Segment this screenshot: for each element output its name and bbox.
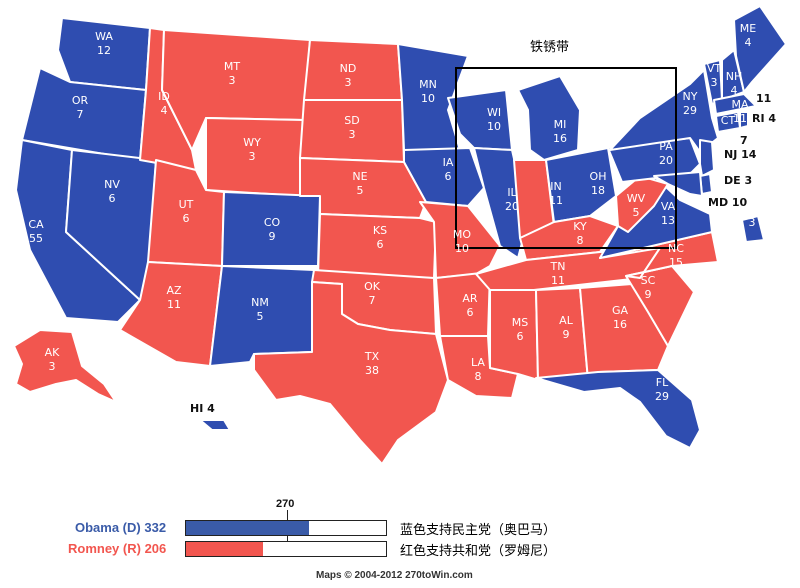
label-UT: UT 6: [179, 198, 194, 225]
state-RI[interactable]: [739, 111, 749, 129]
romney-count: 206: [144, 541, 167, 556]
label-CO: CO 9: [264, 216, 281, 243]
label-AL: AL 9: [559, 314, 574, 341]
label-MI: MI 16: [553, 118, 567, 145]
label-NH: NH 4: [726, 70, 743, 97]
label-AR: AR 6: [462, 292, 478, 319]
label-IA: IA 6: [443, 156, 454, 183]
label-AK: AK 3: [45, 346, 61, 373]
label-IL: IL 20: [505, 186, 519, 213]
label-KS: KS 6: [373, 224, 387, 251]
label-TN: TN 11: [550, 260, 566, 287]
label-NY: NY 29: [683, 90, 698, 117]
label-WI: WI 10: [487, 106, 501, 133]
label-OH: OH 18: [590, 170, 607, 197]
state-LA[interactable]: [439, 335, 519, 399]
obama-bar: [185, 520, 387, 536]
label-NE: NE 5: [352, 170, 367, 197]
state-NY[interactable]: [609, 69, 719, 153]
label-CT: CT 7: [721, 114, 736, 141]
obama-bar-fill: [186, 521, 310, 535]
state-HI[interactable]: [199, 419, 231, 431]
label-OR: OR 7: [72, 94, 89, 121]
label-NC: NC 15: [668, 242, 684, 269]
label-CT-count: 7: [740, 134, 748, 147]
label-RI: RI 4: [752, 112, 776, 125]
label-MN: MN 10: [419, 78, 437, 105]
obama-name: Obama (D): [75, 520, 141, 535]
label-WA: WA 12: [95, 30, 113, 57]
state-MI[interactable]: [517, 75, 581, 161]
label-LA: LA 8: [471, 356, 485, 383]
label-HI: HI 4: [190, 402, 215, 415]
threshold-label: 270: [276, 498, 295, 510]
label-ID: ID 4: [158, 90, 170, 117]
map-credit: Maps © 2004-2012 270toWin.com: [316, 570, 473, 581]
romney-name: Romney (R): [68, 541, 141, 556]
red-note: 红色支持共和党（罗姆尼）: [400, 544, 557, 559]
label-MA: MA 11: [731, 98, 748, 125]
label-GA: GA 16: [612, 304, 629, 331]
label-DC: DC 3: [744, 202, 760, 229]
state-DC[interactable]: [741, 215, 765, 243]
romney-bar-fill: [186, 542, 263, 556]
label-SC: SC 9: [641, 274, 656, 301]
state-OH[interactable]: [545, 147, 617, 223]
label-MT: MT 3: [224, 60, 240, 87]
state-MS[interactable]: [489, 289, 539, 381]
label-DE: DE 3: [724, 174, 752, 187]
rust-belt-box: [455, 67, 677, 249]
rust-belt-label: 铁锈带: [530, 40, 570, 55]
label-NJ: NJ 14: [724, 148, 757, 161]
state-MA[interactable]: [713, 93, 757, 115]
label-NM: NM 5: [251, 296, 269, 323]
label-OK: OK 7: [364, 280, 381, 307]
state-MO[interactable]: [419, 201, 501, 279]
state-TX[interactable]: [253, 281, 449, 465]
label-CA: CA 55: [28, 218, 44, 245]
label-VT: VT 3: [707, 62, 722, 89]
state-MD[interactable]: [653, 171, 703, 197]
state-ME[interactable]: [733, 5, 787, 93]
label-WV: WV 5: [627, 192, 646, 219]
romney-bar: [185, 541, 387, 557]
label-KY: KY 8: [573, 220, 587, 247]
state-NJ[interactable]: [699, 139, 715, 177]
state-FL[interactable]: [535, 369, 701, 449]
state-AK[interactable]: [13, 329, 117, 403]
label-FL: FL 29: [655, 376, 669, 403]
us-electoral-map: WA 12 OR 7 CA 55 NV 6 ID 4 MT 3 WY 3 UT 6 CO 9 AZ…: [13, 5, 787, 465]
label-MD: MD 10: [708, 196, 748, 209]
label-MO: MO 10: [453, 228, 471, 255]
label-NV: NV 6: [104, 178, 120, 205]
obama-count: 332: [144, 520, 167, 535]
label-MS: MS 6: [512, 316, 528, 343]
label-VA: VA 13: [661, 200, 676, 227]
obama-label: Obama (D) 332: [75, 520, 166, 535]
label-PA: PA 20: [659, 140, 673, 167]
label-SD: SD 3: [344, 114, 359, 141]
state-CO[interactable]: [221, 191, 321, 267]
label-AZ: AZ 11: [166, 284, 182, 311]
blue-note: 蓝色支持民主党（奥巴马）: [400, 523, 557, 538]
label-ND: ND 3: [340, 62, 357, 89]
label-TX: TX 38: [364, 350, 380, 377]
label-ME: ME 4: [740, 22, 756, 49]
label-IN: IN 11: [549, 180, 563, 207]
label-MA-count: 11: [756, 92, 771, 105]
state-NC[interactable]: [599, 231, 719, 279]
romney-label: Romney (R) 206: [68, 541, 166, 556]
label-WY: WY 3: [243, 136, 261, 163]
